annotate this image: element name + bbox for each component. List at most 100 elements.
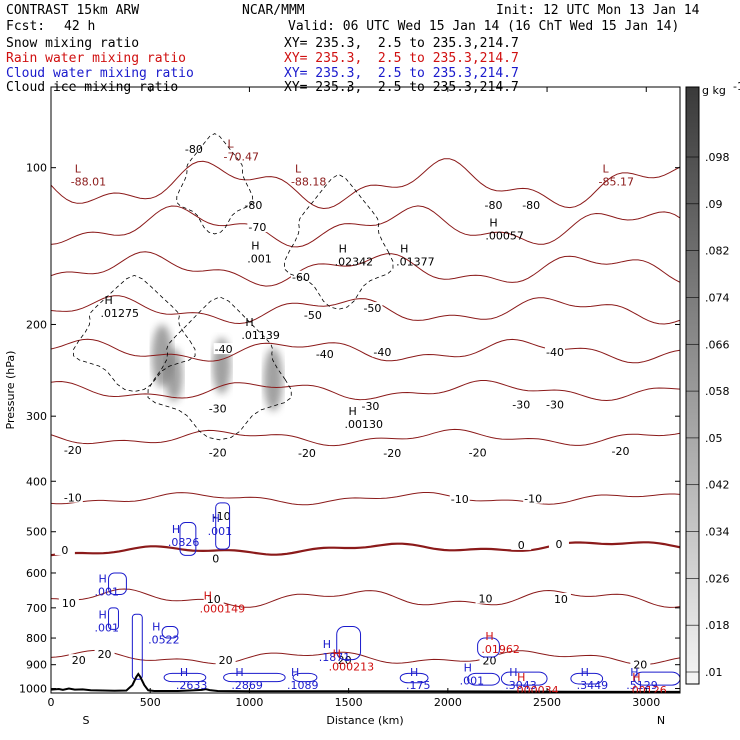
svg-text:-30: -30	[546, 399, 564, 412]
field-snow-name: Snow mixing ratio	[6, 36, 140, 51]
extremum-low: L-85.17	[599, 163, 634, 189]
extremum-high: H.001	[208, 512, 233, 538]
extremum-low: L-88.18	[291, 163, 326, 189]
isotherm-label: -30	[207, 402, 228, 416]
extremum-high: H.2633	[176, 666, 208, 692]
isotherm-label: 0	[54, 543, 75, 557]
init-time: Init: 12 UTC Mon 13 Jan 14	[496, 3, 700, 18]
svg-text:.001: .001	[95, 622, 120, 635]
terrain-line	[51, 672, 680, 693]
extremum-high: H.00057	[485, 216, 524, 242]
svg-text:H: H	[180, 666, 188, 679]
svg-text:0: 0	[518, 539, 525, 552]
isotherm--70	[51, 205, 680, 248]
cloud-water-contour	[336, 625, 362, 661]
x-end-right-label: N	[657, 714, 665, 727]
field-cloudwater-xy: XY= 235.3, 2.5 to 235.3,214.7	[284, 66, 519, 81]
isotherm-label: 20	[479, 654, 500, 668]
svg-text:-60: -60	[292, 271, 310, 284]
cloud-ice-shading	[263, 347, 283, 411]
field-snow-xy: XY= 235.3, 2.5 to 235.3,214.7	[284, 36, 519, 51]
svg-text:H: H	[464, 662, 472, 675]
extremum-high: H.000034	[513, 671, 559, 693]
isotherm--30	[51, 380, 680, 402]
svg-text:10: 10	[554, 593, 568, 606]
svg-text:.0826: .0826	[168, 536, 200, 549]
svg-text:.01139: .01139	[241, 329, 280, 342]
svg-text:0: 0	[61, 544, 68, 557]
extremum-high: H.001	[247, 239, 271, 265]
y-tick-label: 900	[26, 659, 47, 672]
svg-text:20: 20	[219, 654, 233, 667]
svg-text:-50: -50	[304, 309, 322, 322]
cloud-water-contour	[399, 672, 429, 684]
isotherm-label: -40	[544, 346, 565, 359]
extremum-high: H.001	[95, 609, 120, 635]
svg-text:10: 10	[207, 593, 221, 606]
svg-text:0: 0	[212, 553, 219, 566]
svg-text:.3043: .3043	[505, 679, 537, 692]
field-cloudwater-name: Cloud water mixing ratio	[6, 66, 194, 81]
svg-text:.001: .001	[208, 525, 233, 538]
svg-text:-40: -40	[546, 346, 564, 359]
svg-text:.1871: .1871	[319, 651, 351, 664]
extremum-high: H.01962	[481, 630, 519, 656]
svg-text:H: H	[632, 671, 640, 684]
svg-text:-30: -30	[512, 399, 530, 412]
extremum-high: H.5129	[626, 666, 658, 692]
isotherm-label: 20	[215, 654, 236, 667]
isotherm-label: 0	[548, 538, 569, 551]
cloud-ice-shading	[165, 348, 183, 402]
svg-text:-30: -30	[361, 400, 379, 413]
svg-text:20: 20	[338, 654, 352, 667]
field-rain-xy: XY= 235.3, 2.5 to 235.3,214.7	[284, 51, 519, 66]
plot-frame	[50, 86, 681, 694]
extremum-high: H.175	[406, 666, 431, 692]
svg-text:H: H	[339, 242, 347, 255]
extremum-high: H.3449	[577, 666, 609, 692]
svg-text:L: L	[603, 163, 610, 176]
svg-text:-88.01: -88.01	[71, 176, 106, 189]
svg-text:-40: -40	[373, 346, 391, 359]
svg-text:H: H	[152, 620, 160, 633]
cloud-water-contour	[292, 672, 318, 683]
svg-text:H: H	[204, 590, 212, 603]
isotherm-label: -30	[360, 400, 381, 413]
isotherm-10	[51, 588, 680, 608]
isotherm-label: -10	[523, 492, 544, 506]
isotherm-label: -40	[314, 348, 335, 361]
svg-text:.000213: .000213	[329, 661, 375, 674]
svg-text:H: H	[509, 666, 517, 679]
isotherm-label: 10	[475, 592, 496, 606]
y-axis-title: Pressure (hPa)	[4, 351, 17, 430]
isotherm--10	[51, 492, 680, 506]
forecast-hour: 42 h	[64, 19, 96, 34]
svg-text:H: H	[630, 666, 638, 679]
extremum-low: L-88.01	[71, 163, 106, 189]
isotherm-label: -30	[544, 398, 565, 412]
isotherm-label: 20	[630, 658, 651, 672]
isotherm-0	[51, 541, 680, 557]
svg-text:10: 10	[479, 593, 493, 606]
forecast-label: Fcst:	[6, 19, 46, 34]
svg-text:-10: -10	[451, 493, 469, 506]
svg-text:L: L	[295, 163, 302, 176]
x-tick-label: 0	[48, 696, 55, 709]
cloud-water-contour	[179, 521, 197, 556]
svg-text:.01377: .01377	[396, 255, 435, 268]
svg-text:H: H	[410, 666, 418, 679]
svg-text:H: H	[485, 630, 493, 643]
extremum-high: H.000213	[329, 648, 375, 674]
colorbar-tick-label: .01	[705, 666, 723, 679]
svg-text:-85.17: -85.17	[599, 176, 634, 189]
isotherm--40	[51, 338, 680, 364]
svg-text:-80: -80	[522, 199, 540, 212]
svg-text:-20: -20	[64, 444, 82, 457]
svg-text:.00057: .00057	[485, 229, 524, 242]
svg-text:-20: -20	[298, 447, 316, 460]
svg-text:.00130: .00130	[345, 418, 384, 431]
svg-text:.001: .001	[95, 586, 120, 599]
field-rain-name: Rain water mixing ratio	[6, 51, 187, 66]
svg-text:-20: -20	[469, 446, 487, 459]
